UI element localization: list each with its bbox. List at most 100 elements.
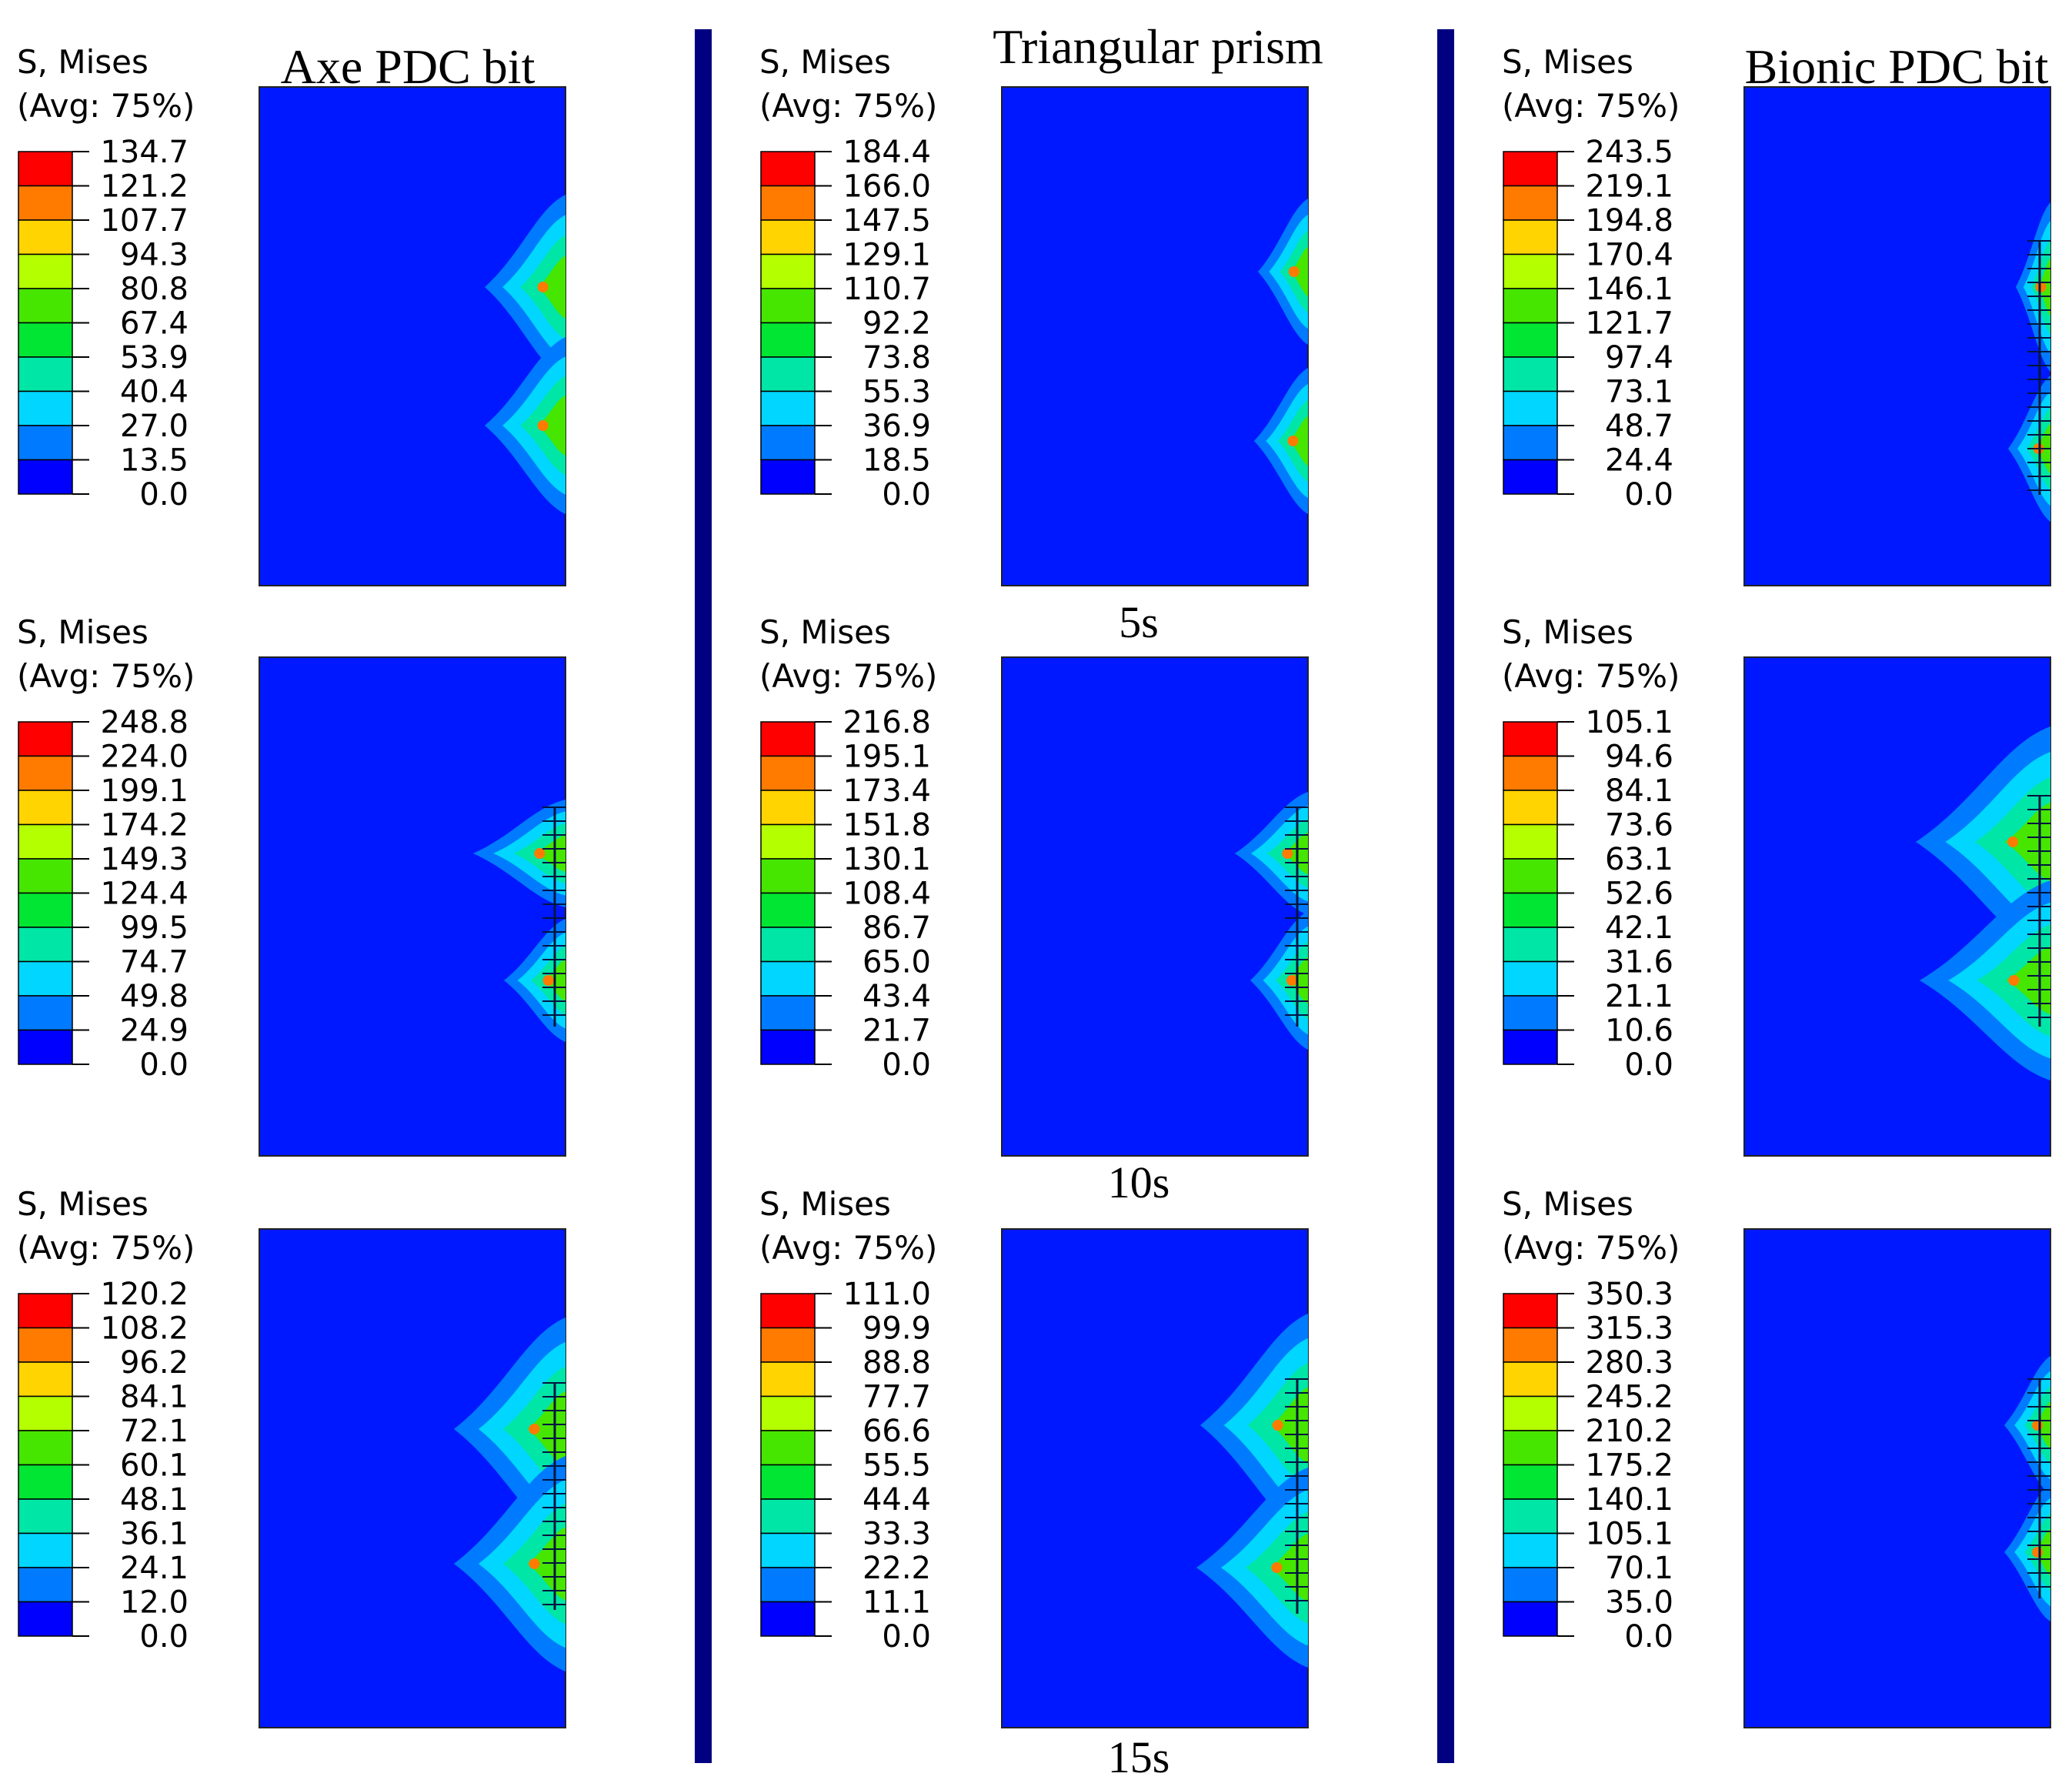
legend-swatch — [760, 356, 816, 392]
legend-value: 36.1 — [120, 1517, 189, 1552]
legend-value: 199.1 — [100, 773, 189, 809]
legend-value: 33.3 — [862, 1517, 931, 1552]
legend-subheader: (Avg: 75%) — [1502, 657, 1680, 695]
legend-swatch — [760, 459, 816, 495]
legend-swatch — [760, 858, 816, 894]
legend-value: 0.0 — [139, 477, 189, 513]
time-label: 10s — [1108, 1157, 1170, 1207]
legend-swatch — [1503, 1430, 1558, 1466]
legend-swatch — [18, 790, 73, 826]
time-label: 5s — [1119, 597, 1159, 647]
legend-value: 65.0 — [862, 945, 931, 980]
legend-header: S, Mises — [17, 613, 148, 651]
legend-swatch — [1503, 1395, 1558, 1431]
legend-value: 99.5 — [120, 910, 189, 946]
legend-value: 40.4 — [120, 375, 189, 410]
legend-value: 36.9 — [862, 409, 931, 444]
legend-value: 18.5 — [862, 443, 931, 479]
legend-swatch — [760, 1498, 816, 1535]
legend-swatch — [1503, 219, 1558, 255]
legend-swatch — [18, 858, 73, 894]
legend-value: 194.8 — [1585, 203, 1673, 239]
legend-value: 105.1 — [1585, 705, 1673, 740]
legend-value: 24.4 — [1605, 443, 1673, 479]
legend-value: 24.1 — [120, 1551, 189, 1586]
legend-swatch — [1503, 858, 1558, 894]
stress-peak — [1286, 975, 1297, 986]
stress-peak — [2008, 975, 2020, 986]
contour-panel: S, Mises (Avg: 75%) 134.7121.2107.794.380.… — [17, 43, 566, 586]
legend-swatch — [760, 1532, 816, 1568]
column-title: Triangular prism — [993, 19, 1323, 74]
stress-peak — [2007, 837, 2018, 847]
legend-value: 12.0 — [120, 1585, 189, 1621]
legend-value: 184.4 — [842, 135, 931, 170]
legend-value: 174.2 — [100, 808, 189, 843]
legend-swatch — [18, 960, 73, 997]
legend-value: 0.0 — [882, 1047, 931, 1083]
legend-swatch — [760, 253, 816, 289]
legend-swatch — [18, 1327, 73, 1363]
legend-subheader: (Avg: 75%) — [759, 87, 937, 125]
legend-swatch — [1503, 721, 1558, 757]
contour-plot — [1001, 86, 1309, 586]
legend-value: 216.8 — [842, 705, 931, 740]
legend-swatch — [1503, 253, 1558, 289]
legend-value: 0.0 — [882, 477, 931, 513]
legend-swatch — [18, 927, 73, 963]
legend-swatch — [18, 1464, 73, 1500]
legend-value: 74.7 — [120, 945, 189, 980]
legend-swatch — [18, 721, 73, 757]
legend-value: 111.0 — [842, 1277, 931, 1312]
legend-value: 27.0 — [120, 409, 189, 444]
legend-swatch — [18, 322, 73, 358]
legend-value: 107.7 — [100, 203, 189, 239]
legend-swatch — [760, 1567, 816, 1603]
legend-swatch — [1503, 1567, 1558, 1603]
legend-swatch — [760, 1029, 816, 1065]
legend-swatch — [18, 892, 73, 928]
legend-swatch — [18, 1395, 73, 1431]
stress-peak — [1287, 436, 1299, 446]
legend-value: 121.7 — [1585, 306, 1673, 342]
legend-swatch — [1503, 151, 1558, 187]
legend-swatch — [760, 960, 816, 997]
legend-subheader: (Avg: 75%) — [759, 1229, 937, 1267]
legend-value: 105.1 — [1585, 1517, 1673, 1552]
contour-panel: S, Mises (Avg: 75%) 184.4166.0147.5129.111… — [759, 43, 1309, 586]
legend-value: 96.2 — [120, 1345, 189, 1381]
legend-value: 224.0 — [100, 740, 189, 775]
legend-swatch — [18, 390, 73, 426]
legend-swatch — [1503, 185, 1558, 221]
contour-panel: S, Mises (Avg: 75%) 105.194.684.173.663.15… — [1502, 613, 2051, 1157]
legend-swatch — [1503, 1361, 1558, 1398]
legend-value: 86.7 — [862, 910, 931, 946]
contour-plot — [1743, 1228, 2051, 1728]
legend-swatch — [1503, 425, 1558, 461]
legend-value: 84.1 — [120, 1380, 189, 1415]
legend-swatch — [760, 390, 816, 426]
legend-value: 0.0 — [1624, 477, 1673, 513]
legend-value: 84.1 — [1605, 773, 1673, 809]
legend-swatch — [18, 253, 73, 289]
legend-value: 243.5 — [1585, 135, 1673, 170]
legend-value: 67.4 — [120, 306, 189, 342]
legend-value: 124.4 — [100, 877, 189, 912]
legend-header: S, Mises — [17, 1185, 148, 1223]
stress-peak — [1272, 1420, 1283, 1431]
contour-plot — [259, 656, 566, 1157]
legend-swatch — [18, 1567, 73, 1603]
fracture-mesh — [2027, 795, 2050, 1027]
stress-zone — [538, 395, 566, 456]
legend-value: 195.1 — [842, 740, 931, 775]
legend-swatch — [1503, 960, 1558, 997]
legend-header: S, Mises — [759, 613, 891, 651]
legend-value: 35.0 — [1605, 1585, 1673, 1621]
legend-value: 248.8 — [100, 705, 189, 740]
legend-header: S, Mises — [1502, 613, 1633, 651]
stress-zone — [1290, 246, 1308, 297]
legend-swatch — [760, 1430, 816, 1466]
legend-swatch — [18, 185, 73, 221]
legend-value: 175.2 — [1585, 1448, 1673, 1484]
legend-value: 31.6 — [1605, 945, 1673, 980]
